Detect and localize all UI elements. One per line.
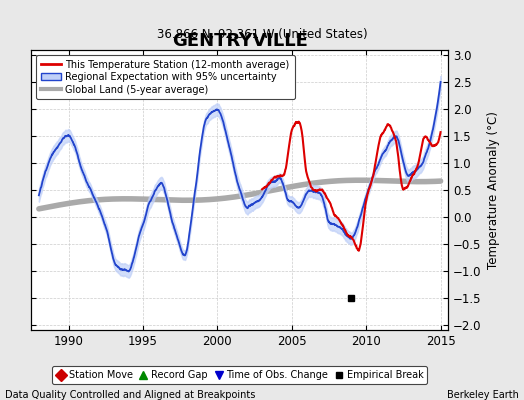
- Title: GENTRYVILLE: GENTRYVILLE: [172, 32, 308, 50]
- Text: Data Quality Controlled and Aligned at Breakpoints: Data Quality Controlled and Aligned at B…: [5, 390, 256, 400]
- Text: Berkeley Earth: Berkeley Earth: [447, 390, 519, 400]
- Legend: Station Move, Record Gap, Time of Obs. Change, Empirical Break: Station Move, Record Gap, Time of Obs. C…: [52, 366, 427, 384]
- Text: 36.866 N, 92.361 W (United States): 36.866 N, 92.361 W (United States): [157, 28, 367, 41]
- Y-axis label: Temperature Anomaly (°C): Temperature Anomaly (°C): [487, 111, 500, 269]
